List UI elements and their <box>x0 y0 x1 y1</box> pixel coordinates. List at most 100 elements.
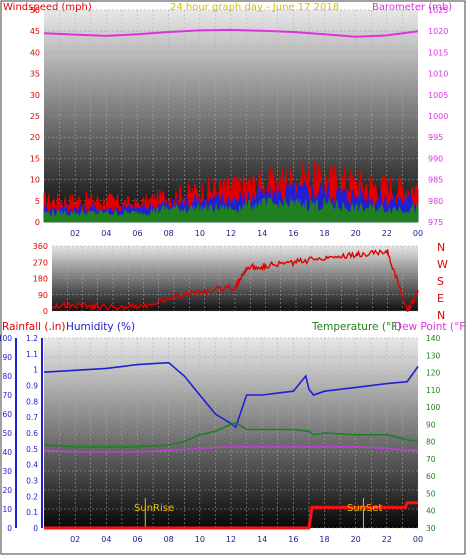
barometer-tick-label: 995 <box>428 133 443 142</box>
x-tick-label: 16 <box>288 229 298 238</box>
x-tick-label: 14 <box>257 535 267 544</box>
windspeed-tick-label: 20 <box>30 133 40 142</box>
rainfall-tick-label: 0.6 <box>26 429 38 438</box>
direction-tick-label: 90 <box>38 291 48 300</box>
direction-tick-label: 180 <box>33 275 48 284</box>
direction-tick-label: 360 <box>33 242 48 251</box>
rainfall-axis-label: Rainfall (.in) <box>2 321 65 333</box>
rainfall-tick-label: 1 <box>33 366 38 375</box>
barometer-tick-label: 980 <box>428 197 443 206</box>
humidity-tick-label: 50 <box>2 429 12 438</box>
temperature-tick-label: 70 <box>426 455 436 464</box>
temperature-tick-label: 40 <box>426 507 436 516</box>
dewpoint-axis-label: Dew Point (°F) <box>394 321 466 333</box>
barometer-tick-label: 975 <box>428 218 443 227</box>
humidity-series-line <box>43 361 419 429</box>
windspeed-tick-label: 25 <box>30 112 40 121</box>
humidity-temp-panel <box>44 338 418 528</box>
x-tick-label: 06 <box>132 535 142 544</box>
rain-series-line <box>44 501 418 530</box>
x-tick-label: 12 <box>226 535 236 544</box>
barometer-tick-label: 1005 <box>428 91 448 100</box>
x-tick-label: 00 <box>413 535 423 544</box>
rainfall-tick-label: 0.5 <box>26 445 38 454</box>
x-tick-label: 20 <box>351 229 361 238</box>
x-tick-label: 10 <box>195 535 205 544</box>
x-tick-label: 02 <box>70 535 80 544</box>
temperature-axis-label: Temperature (°F) <box>311 321 401 333</box>
x-tick-label: 18 <box>319 229 329 238</box>
x-tick-label: 16 <box>288 535 298 544</box>
barometer-tick-label: 1020 <box>428 27 448 36</box>
rainfall-tick-label: 1.2 <box>26 334 38 343</box>
direction-tick-label: 270 <box>33 258 48 267</box>
humidity-tick-label: 40 <box>2 448 12 457</box>
windspeed-tick-label: 45 <box>30 27 40 36</box>
temperature-tick-label: 100 <box>426 403 441 412</box>
humidity-tick-label: 30 <box>2 467 12 476</box>
x-tick-label: 22 <box>382 535 392 544</box>
rainfall-tick-label: 0.4 <box>26 461 38 470</box>
barometer-series-line <box>43 28 419 38</box>
windspeed-tick-label: 10 <box>30 176 40 185</box>
humidity-tick-label: 90 <box>2 353 12 362</box>
wind-series-area <box>43 197 419 223</box>
x-tick-label: 22 <box>382 229 392 238</box>
x-tick-label: 12 <box>226 229 236 238</box>
humidity-tick-label: 0 <box>7 524 12 533</box>
rainfall-tick-label: 0.8 <box>26 397 38 406</box>
direction-tick-label: 0 <box>43 307 48 316</box>
windspeed-tick-label: 15 <box>30 154 40 163</box>
x-tick-label: 08 <box>164 535 174 544</box>
temperature-tick-label: 130 <box>426 351 441 360</box>
sunrise-label: SunRise <box>134 503 174 514</box>
humidity-tick-label: 60 <box>2 410 12 419</box>
humidity-tick-label: 100 <box>0 334 12 343</box>
temperature-tick-label: 80 <box>426 438 436 447</box>
chart-title: 24 hour graph day - June 17 2018 <box>170 2 339 13</box>
windspeed-tick-label: 5 <box>35 197 40 206</box>
direction-label-e: E <box>437 292 444 305</box>
x-tick-label: 18 <box>319 535 329 544</box>
humidity-tick-label: 10 <box>2 505 12 514</box>
temperature-tick-label: 60 <box>426 472 436 481</box>
direction-label-n-bottom: N <box>437 309 445 322</box>
x-tick-label: 10 <box>195 229 205 238</box>
barometer-tick-label: 1000 <box>428 112 448 121</box>
x-tick-label: 02 <box>70 229 80 238</box>
temperature-tick-label: 140 <box>426 334 441 343</box>
rainfall-tick-label: 0 <box>33 524 38 533</box>
windspeed-axis-label: Windspeed (mph) <box>3 2 92 13</box>
humidity-tick-label: 20 <box>2 486 12 495</box>
barometer-tick-label: 1025 <box>428 6 448 15</box>
temperature-tick-label: 120 <box>426 369 441 378</box>
x-tick-label: 04 <box>101 229 111 238</box>
barometer-axis-label: Barometer (mb) <box>372 2 452 13</box>
rainfall-tick-label: 1.1 <box>26 350 38 359</box>
barometer-tick-label: 990 <box>428 154 443 163</box>
temp-series-line <box>43 421 419 448</box>
direction-label-s: S <box>437 275 444 288</box>
barometer-tick-label: 1015 <box>428 48 448 57</box>
barometer-tick-label: 985 <box>428 176 443 185</box>
humidity-axis-label: Humidity (%) <box>66 321 135 333</box>
direction-label-n-top: N <box>437 241 445 254</box>
windspeed-tick-label: 0 <box>35 218 40 227</box>
x-tick-label: 06 <box>132 229 142 238</box>
x-tick-label: 04 <box>101 535 111 544</box>
humidity-tick-label: 70 <box>2 391 12 400</box>
x-tick-label: 08 <box>164 229 174 238</box>
windspeed-tick-label: 35 <box>30 70 40 79</box>
x-tick-label: 00 <box>413 229 423 238</box>
temperature-tick-label: 30 <box>426 524 436 533</box>
sunset-label: SunSet <box>347 503 383 514</box>
rainfall-tick-label: 0.1 <box>26 508 38 517</box>
temperature-tick-label: 110 <box>426 386 441 395</box>
temperature-tick-label: 50 <box>426 489 436 498</box>
rainfall-tick-label: 0.2 <box>26 492 38 501</box>
windspeed-tick-label: 50 <box>30 6 40 15</box>
windspeed-tick-label: 30 <box>30 91 40 100</box>
